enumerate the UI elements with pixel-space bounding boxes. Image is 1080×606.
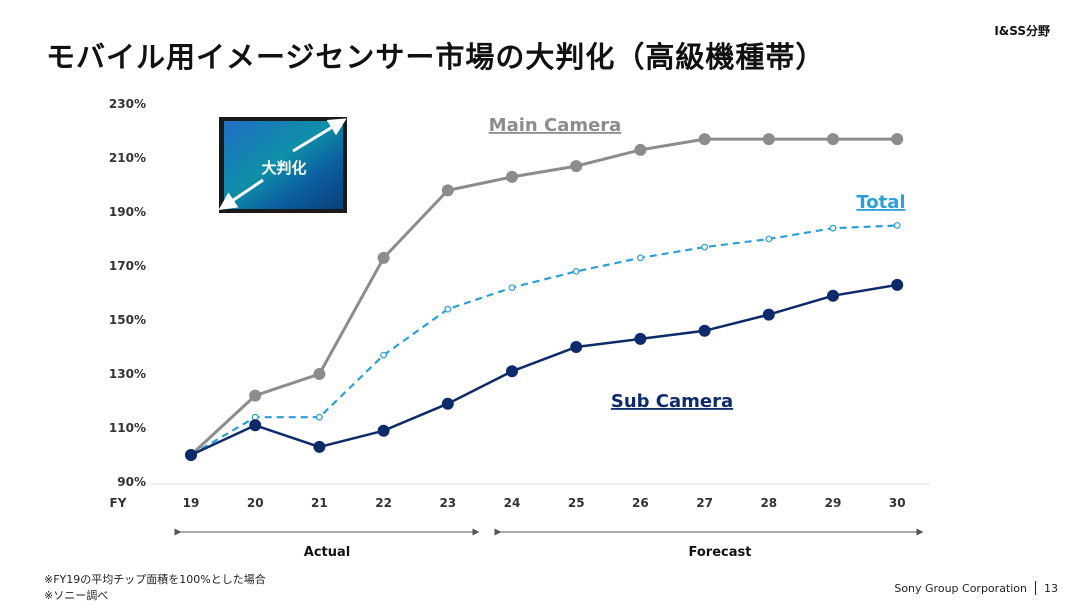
data-point-main-camera [891, 133, 904, 146]
data-point-total [444, 305, 452, 313]
data-point-sub-camera [249, 419, 262, 432]
inset-label: 大判化 [261, 159, 306, 177]
footer: Sony Group Corporation 13 [894, 581, 1058, 595]
data-point-sub-camera [377, 424, 390, 437]
data-point-total [251, 413, 259, 421]
series-main-camera [185, 133, 904, 461]
x-tick-label: 22 [375, 496, 392, 510]
y-tick-label: 210% [109, 151, 146, 165]
enlarge-arrow-icon [218, 178, 264, 211]
y-tick-label: 130% [109, 367, 146, 381]
data-point-sub-camera [634, 332, 647, 345]
y-tick-label: 110% [109, 421, 146, 435]
legend-sub-camera: Sub Camera [611, 391, 733, 412]
data-point-main-camera [249, 389, 262, 402]
data-point-main-camera [634, 143, 647, 156]
data-point-sub-camera [570, 341, 583, 353]
sensor-illustration: 大判化 [218, 117, 347, 213]
footer-divider [1035, 581, 1036, 595]
data-point-main-camera [570, 160, 583, 173]
footnote-baseline: ※FY19の平均チップ面積を100%とした場合 [44, 573, 266, 586]
legend-main-camera: Main Camera [489, 115, 622, 136]
data-point-main-camera [762, 133, 775, 146]
footnote-source: ※ソニー調べ [44, 589, 109, 602]
series-line-total [190, 224, 898, 456]
data-point-main-camera [441, 184, 454, 197]
data-point-total [829, 224, 837, 232]
x-tick-label: 25 [568, 496, 585, 510]
page-number: 13 [1044, 581, 1058, 595]
data-point-total [380, 351, 388, 359]
data-point-sub-camera [827, 289, 839, 302]
x-tick-label: 26 [632, 496, 649, 510]
data-point-main-camera [313, 368, 326, 380]
data-point-sub-camera [185, 449, 197, 461]
y-tick-label: 190% [109, 205, 146, 219]
data-point-sub-camera [313, 440, 326, 453]
x-tick-label: 19 [183, 496, 200, 510]
data-point-total [572, 268, 580, 275]
y-tick-label: 230% [109, 97, 146, 111]
segment-label: I&SS分野 [994, 24, 1050, 38]
x-tick-label: 27 [696, 496, 713, 510]
data-point-main-camera [377, 251, 390, 264]
data-point-total [508, 284, 516, 292]
company-name: Sony Group Corporation [894, 581, 1027, 595]
data-point-sub-camera [698, 324, 711, 337]
x-tick-label: 24 [504, 496, 521, 510]
legend-total: Total [856, 192, 905, 213]
x-tick-label: 20 [247, 496, 264, 510]
forecast-label: Forecast [689, 545, 752, 560]
data-point-total [765, 235, 773, 243]
x-tick-label: 21 [311, 496, 328, 510]
data-point-sub-camera [762, 308, 775, 321]
y-tick-label: 90% [117, 475, 146, 489]
data-point-sub-camera [891, 278, 904, 291]
data-point-total [701, 243, 708, 251]
data-point-sub-camera [506, 365, 518, 378]
series-line-main-camera [189, 137, 898, 457]
x-tick-label: 29 [825, 496, 842, 510]
enlarge-arrow-icon [292, 118, 347, 153]
data-point-main-camera [506, 170, 518, 183]
data-point-total [637, 254, 644, 262]
y-tick-label: 170% [109, 259, 146, 273]
series-line-sub-camera [190, 283, 898, 457]
data-point-total [316, 413, 323, 421]
x-tick-label: 30 [889, 496, 906, 510]
x-tick-label: 23 [439, 496, 456, 510]
data-point-total [893, 222, 901, 229]
series-sub-camera [185, 278, 904, 461]
data-point-main-camera [698, 133, 711, 146]
page-title: モバイル用イメージセンサー市場の大判化（高級機種帯） [46, 40, 826, 74]
y-tick-label: 150% [109, 313, 146, 327]
series-total [187, 222, 901, 459]
data-point-sub-camera [441, 397, 454, 410]
data-point-main-camera [827, 133, 839, 146]
x-axis-label: FY [110, 496, 127, 510]
actual-label: Actual [304, 545, 350, 560]
x-tick-label: 28 [760, 496, 777, 510]
